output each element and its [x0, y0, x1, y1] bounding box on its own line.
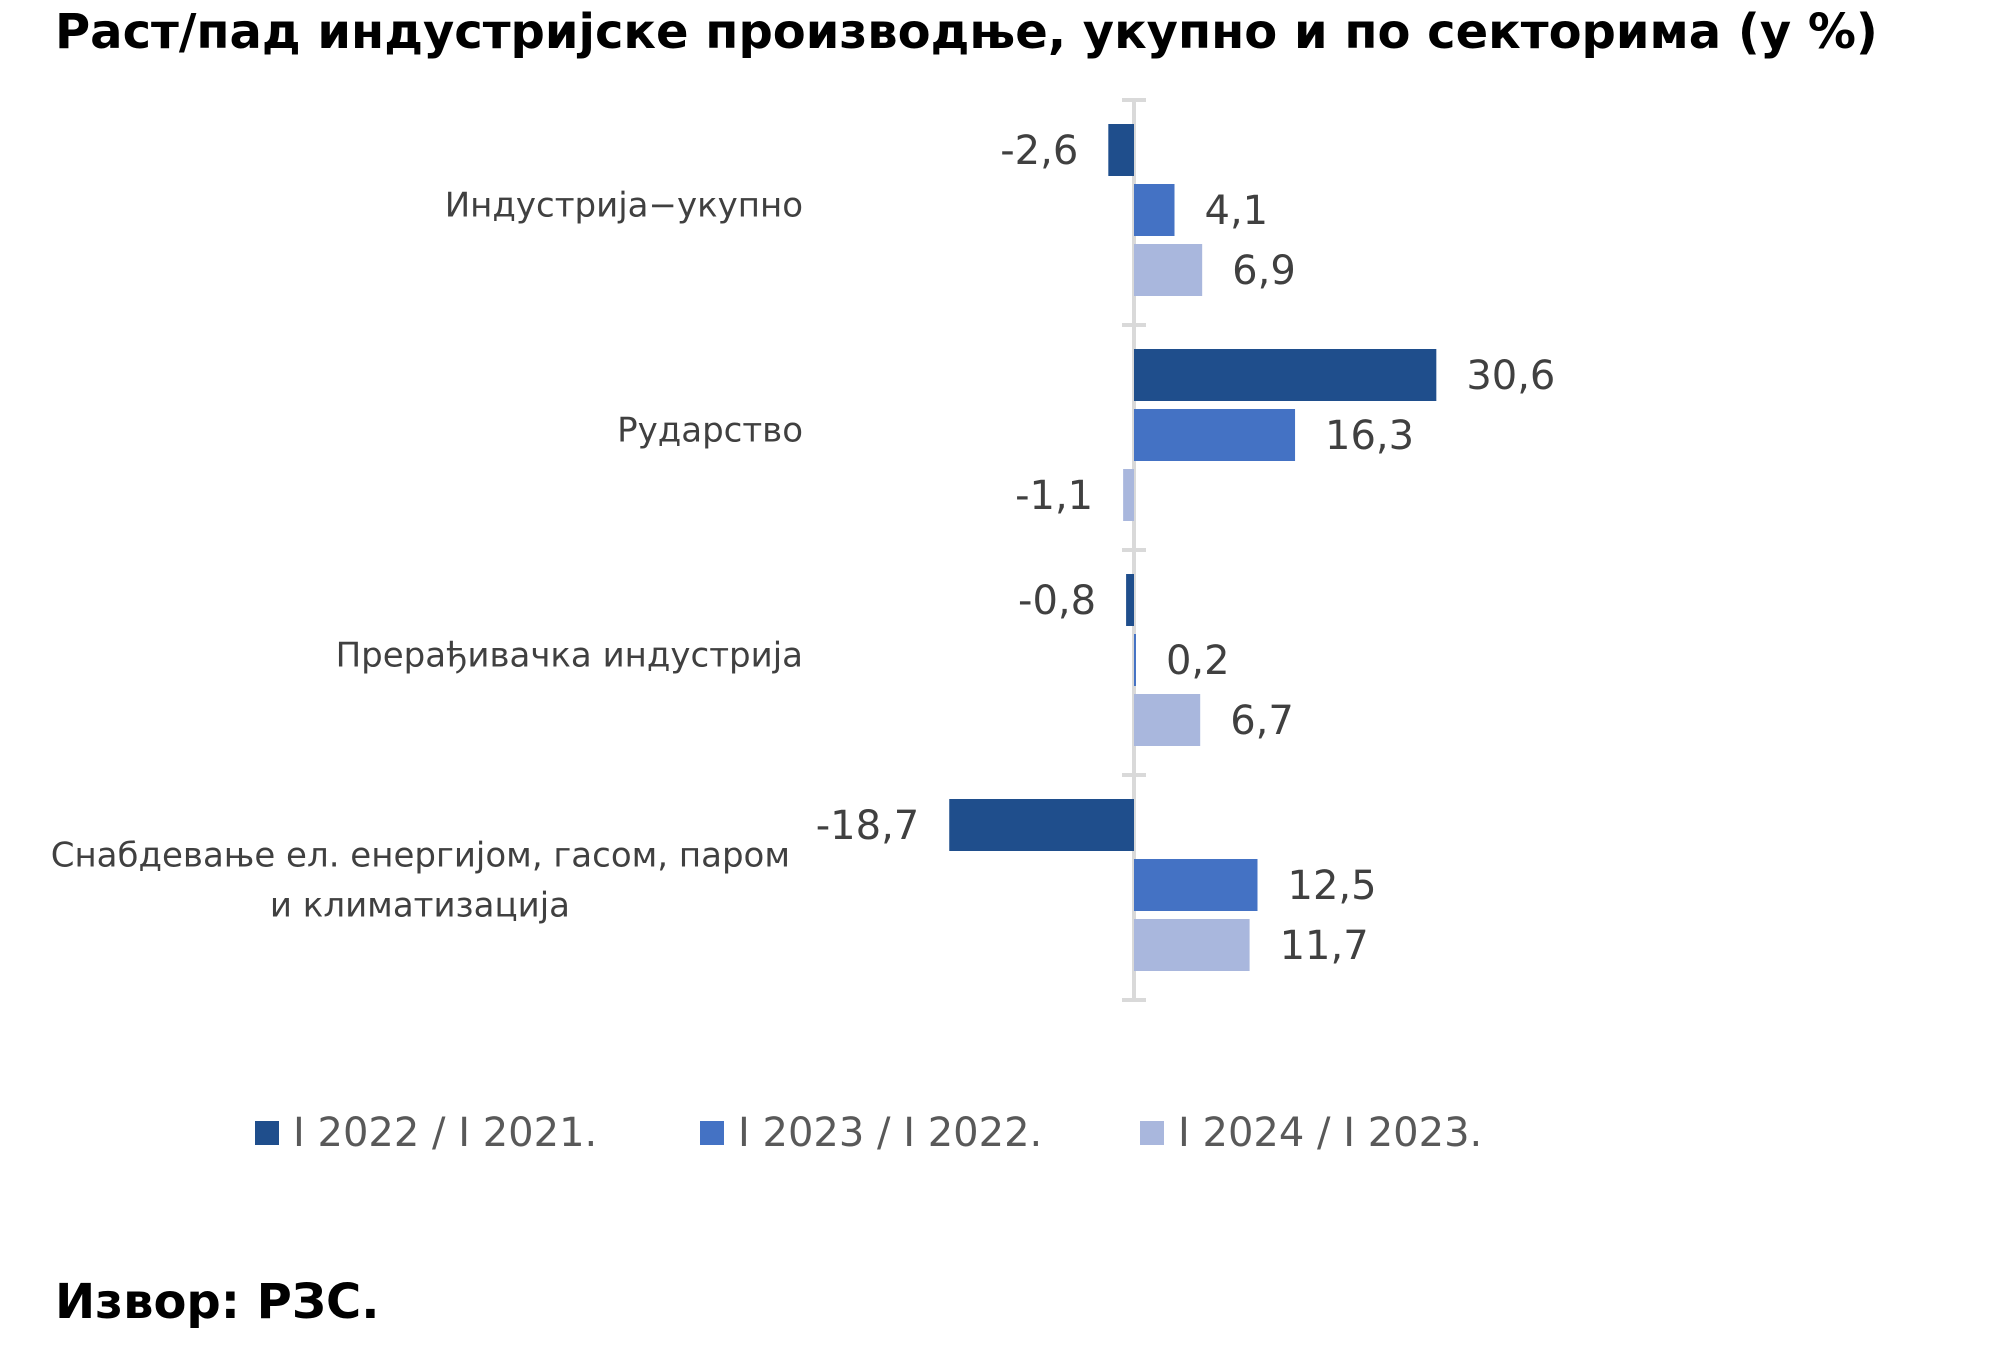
bar-series-3: [1134, 694, 1201, 746]
source-note: Извор: РЗС.: [55, 1274, 380, 1330]
chart-title: Раст/пад индустријске производње, укупно…: [55, 4, 1878, 60]
chart-legend: I 2022 / I 2021. I 2023 / I 2022. I 2024…: [0, 1110, 2000, 1170]
legend-swatch-series-3: [1140, 1121, 1164, 1145]
bar-series-2: [1134, 184, 1175, 236]
data-label-series-3: 6,9: [1232, 248, 1296, 294]
bar-series-2: [1134, 859, 1258, 911]
data-label-series-3: 11,7: [1280, 923, 1369, 969]
legend-label-series-1: I 2022 / I 2021.: [293, 1110, 598, 1156]
bar-series-1: [1108, 124, 1134, 176]
category-label: Индустрија−укупно: [445, 186, 803, 226]
data-label-series-2: 4,1: [1205, 188, 1269, 234]
data-label-series-2: 12,5: [1288, 863, 1377, 909]
bar-series-2: [1134, 409, 1296, 461]
data-label-series-1: -0,8: [1018, 578, 1096, 624]
legend-label-series-2: I 2023 / I 2022.: [738, 1110, 1043, 1156]
bar-series-1: [1126, 574, 1134, 626]
legend-item-series-3: I 2024 / I 2023.: [1140, 1110, 1482, 1156]
data-label-series-1: 30,6: [1466, 353, 1555, 399]
data-label-series-3: -1,1: [1015, 473, 1093, 519]
bar-chart: Индустрија−укупно Рударство Прерађивачка и…: [51, 98, 1555, 1002]
bar-series-1: [949, 799, 1134, 851]
legend-item-series-2: I 2023 / I 2022.: [700, 1110, 1042, 1156]
bar-series-1: [1134, 349, 1437, 401]
category-label: и климатизација: [270, 886, 570, 926]
category-label: Прерађивачка индустрија: [336, 636, 803, 676]
data-label-series-1: -2,6: [1000, 128, 1078, 174]
data-label-series-1: -18,7: [816, 803, 920, 849]
category-label: Рударство: [617, 411, 803, 451]
bar-series-3: [1123, 469, 1134, 521]
bar-series-3: [1134, 244, 1203, 296]
legend-swatch-series-1: [255, 1121, 279, 1145]
legend-item-series-1: I 2022 / I 2021.: [255, 1110, 597, 1156]
data-label-series-2: 16,3: [1325, 413, 1414, 459]
bar-series-3: [1134, 919, 1250, 971]
legend-label-series-3: I 2024 / I 2023.: [1178, 1110, 1483, 1156]
bar-series-2: [1134, 634, 1136, 686]
data-label-series-2: 0,2: [1166, 638, 1230, 684]
legend-swatch-series-2: [700, 1121, 724, 1145]
data-label-series-3: 6,7: [1230, 698, 1294, 744]
category-label: Снабдевање ел. енергијом, гасом, паром: [51, 836, 790, 876]
